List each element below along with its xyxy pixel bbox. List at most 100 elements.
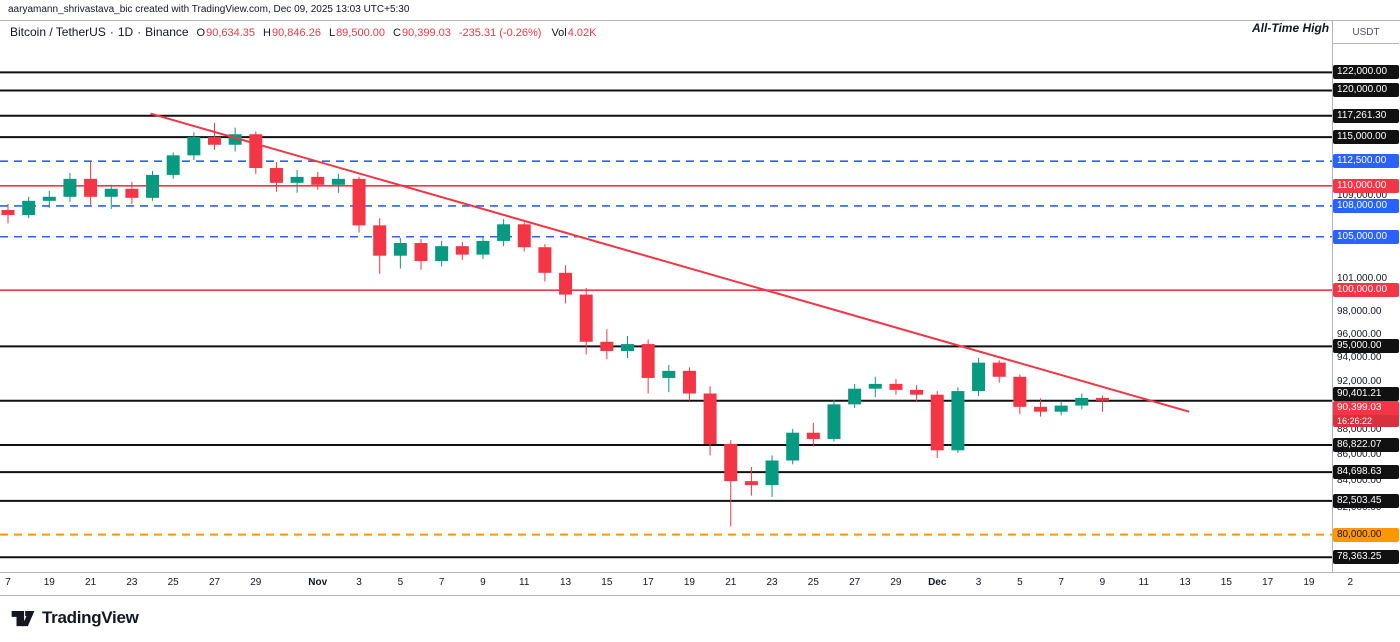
- tradingview-logo-text: TradingView: [42, 608, 139, 627]
- price-axis-label: 98,000.00: [1337, 306, 1382, 318]
- current-price-value: 90,399.03: [1333, 400, 1399, 415]
- candle-body: [910, 389, 924, 395]
- candle-body: [269, 168, 283, 183]
- price-axis-label: 101,000.00: [1337, 273, 1388, 285]
- time-axis-label: Nov: [308, 577, 328, 588]
- candle-body: [868, 383, 882, 389]
- price-axis-label: 86,000.00: [1337, 449, 1382, 461]
- tradingview-logo-icon: [11, 610, 35, 627]
- candle-body: [559, 272, 573, 295]
- current-price-badge: 90,399.03 16:26:22: [1333, 400, 1399, 427]
- candle-body: [930, 394, 944, 451]
- price-line-label: 95,000.00: [1333, 339, 1399, 354]
- price-axis-label: 109,000.00: [1337, 189, 1388, 201]
- time-axis-label: 27: [849, 577, 861, 588]
- price-line-label: 86,822.07: [1333, 437, 1399, 452]
- time-axis-label: 5: [397, 577, 404, 588]
- countdown-timer: 16:26:22: [1333, 414, 1399, 427]
- open-value: 90,634.35: [206, 27, 256, 39]
- chart-top-border: [0, 20, 1400, 21]
- tradingview-logo[interactable]: TradingView: [10, 605, 139, 631]
- time-axis-label: 25: [167, 577, 179, 588]
- time-axis-label: 15: [601, 577, 613, 588]
- low-label: L: [328, 27, 336, 39]
- candle-body: [125, 188, 139, 198]
- candle-body: [311, 176, 325, 185]
- time-axis-label: 27: [208, 577, 221, 588]
- candle-body: [724, 443, 738, 482]
- candle-body: [662, 370, 676, 378]
- open-label: O: [196, 27, 206, 39]
- symbol-legend: Bitcoin / TetherUS · 1D · Binance O 90,6…: [10, 25, 596, 39]
- price-chart[interactable]: [0, 0, 1332, 572]
- time-axis-label: 23: [766, 577, 778, 588]
- legend-separator: ·: [137, 25, 142, 39]
- time-axis-label: 13: [559, 577, 572, 588]
- close-label: C: [393, 27, 401, 39]
- candle-body: [1013, 376, 1027, 407]
- time-axis-label: 2: [1347, 577, 1354, 588]
- price-line-label: 82,503.45: [1333, 493, 1399, 508]
- candle-body: [84, 178, 98, 197]
- time-axis-label: 5: [1017, 577, 1023, 588]
- candle-body: [414, 243, 428, 262]
- time-axis[interactable]: 7 19 21 23 25 27 29 Nov 3 5 7 9 11 13 15 17 19 21 23 25 27 29…: [0, 572, 1400, 596]
- high-label: H: [263, 27, 271, 39]
- price-line-label: 105,000.00: [1333, 229, 1399, 244]
- time-axis-label: Dec: [928, 577, 947, 588]
- interval-label[interactable]: 1D: [117, 25, 134, 39]
- candle-body: [827, 404, 841, 439]
- candle-body: [889, 383, 903, 390]
- candle-body: [786, 432, 800, 461]
- price-line-label: 115,000.00: [1333, 130, 1399, 145]
- time-axis-label: 25: [807, 577, 819, 588]
- time-axis-label: 19: [43, 577, 55, 588]
- time-axis-label: 15: [1220, 577, 1232, 588]
- candle-body: [455, 246, 469, 255]
- price-axis[interactable]: 109,000.00 101,000.00 98,000.00 96,000.00 94…: [1333, 0, 1400, 594]
- candle-body: [290, 176, 304, 183]
- change-value: -235.31 (-0.26%): [458, 27, 542, 39]
- candle-body: [22, 200, 36, 216]
- price-line-label: 78,363.25: [1333, 550, 1399, 565]
- price-axis-label: 84,000.00: [1337, 475, 1382, 487]
- time-axis-label: 23: [126, 577, 138, 588]
- candle-body: [765, 460, 779, 486]
- time-axis-label: 29: [250, 577, 262, 588]
- candle-body: [249, 134, 263, 169]
- time-axis-label: 9: [1099, 577, 1106, 588]
- candle-body: [104, 188, 118, 197]
- time-axis-label: 7: [5, 577, 11, 588]
- price-line-label: 117,261.30: [1333, 108, 1399, 123]
- price-axis-label: 94,000.00: [1337, 351, 1382, 363]
- time-axis-label: 3: [356, 577, 362, 588]
- candle-body: [517, 224, 531, 248]
- candle-body: [373, 225, 387, 256]
- price-line-label: 100,000.00: [1333, 283, 1399, 298]
- price-line-label: 120,000.00: [1333, 83, 1399, 98]
- trendline: [150, 112, 1190, 413]
- candle-body: [42, 196, 56, 201]
- volume-value: 4.02K: [567, 27, 597, 39]
- legend-separator: ·: [109, 25, 114, 39]
- candle-body: [703, 393, 717, 444]
- candle-body: [393, 243, 407, 256]
- time-axis-label: 11: [1138, 577, 1149, 588]
- candle-body: [682, 370, 696, 394]
- candle-body: [806, 432, 820, 439]
- candle-body: [331, 178, 345, 185]
- price-line-label: 80,000.00: [1333, 527, 1399, 542]
- candle-body: [1075, 397, 1089, 406]
- price-line-label: 90,401.21: [1333, 386, 1399, 401]
- candle-body: [1054, 405, 1068, 412]
- candle-body: [744, 481, 758, 486]
- candle-body: [435, 246, 449, 262]
- price-line-label: 84,698.63: [1333, 465, 1399, 480]
- candle-body: [497, 224, 511, 241]
- high-value: 90,846.26: [272, 27, 321, 39]
- candle-body: [476, 240, 490, 255]
- symbol-title[interactable]: Bitcoin / TetherUS: [10, 25, 106, 39]
- candle-body: [641, 344, 655, 378]
- candle-body: [579, 294, 593, 342]
- time-axis-label: 17: [642, 577, 654, 588]
